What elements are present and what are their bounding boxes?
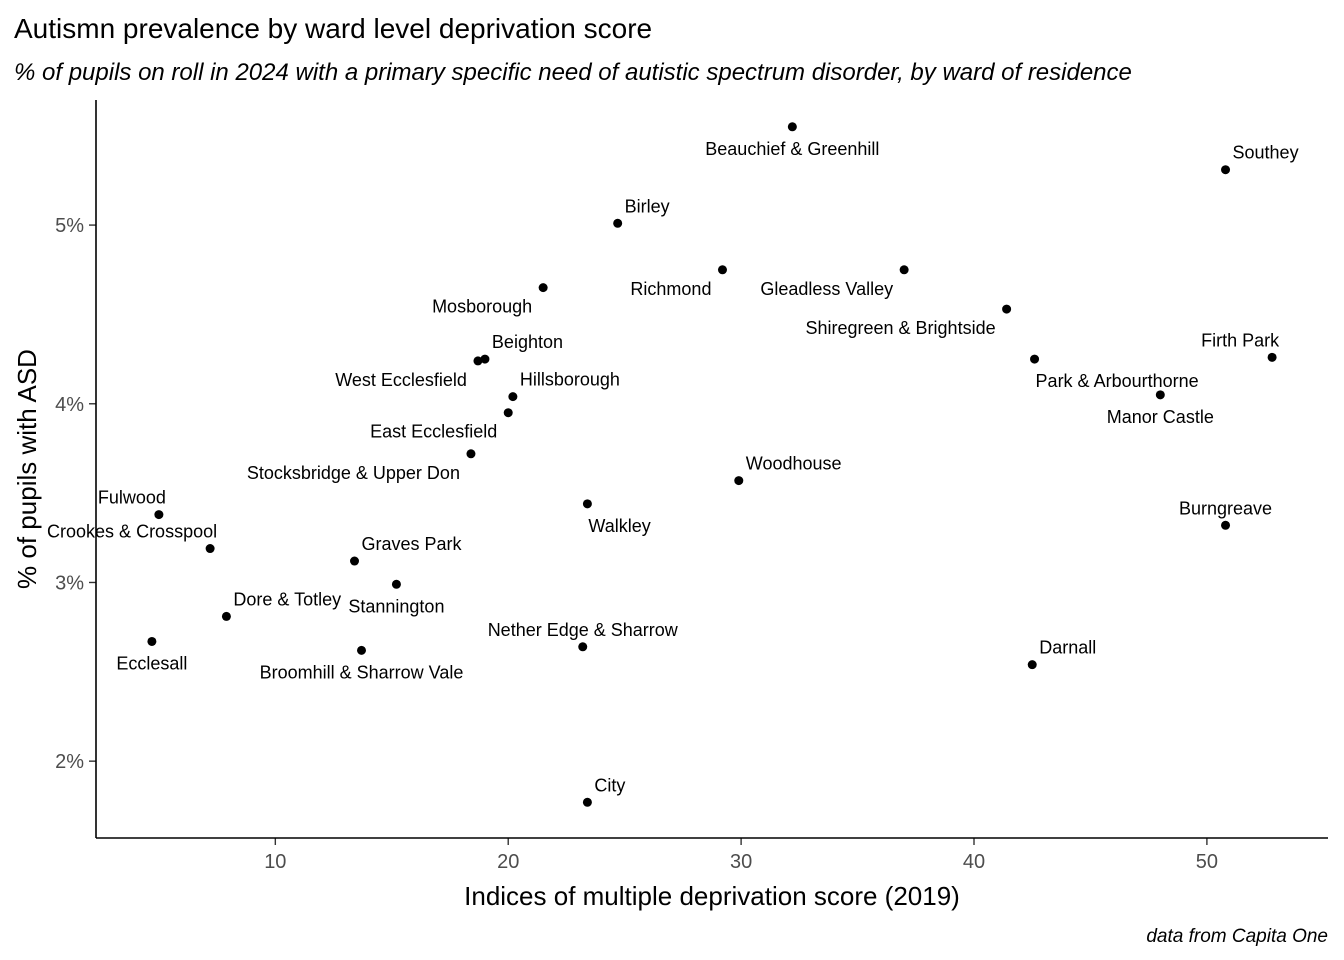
data-point [473, 356, 483, 366]
data-point [1030, 354, 1040, 364]
data-point [503, 408, 513, 418]
x-tick-label: 20 [497, 851, 519, 873]
point-label: Stocksbridge & Upper Don [247, 463, 460, 483]
point-label: Stannington [348, 596, 444, 616]
chart-caption: data from Capita One [1146, 926, 1328, 947]
point-label: Birley [625, 196, 670, 216]
x-tick-label: 50 [1196, 851, 1218, 873]
point-label: Beauchief & Greenhill [705, 139, 879, 159]
point-labels: Beauchief & Greenhill Southey Birley Richmo… [47, 139, 1299, 795]
point-label: Ecclesall [116, 653, 187, 673]
point-label: Manor Castle [1107, 407, 1214, 427]
data-point [147, 636, 157, 646]
data-point [391, 579, 401, 589]
point-label: Richmond [630, 279, 711, 299]
data-point [1002, 304, 1012, 314]
point-label: Beighton [492, 332, 563, 352]
data-point [221, 611, 231, 621]
data-point [1267, 352, 1277, 362]
data-points [147, 122, 1277, 807]
y-tick-label: 5% [55, 215, 84, 237]
data-point [717, 265, 727, 275]
point-label: Southey [1233, 143, 1299, 163]
data-point [1027, 660, 1037, 670]
x-tick-label: 30 [730, 851, 752, 873]
point-label: Burngreave [1179, 498, 1272, 518]
chart-subtitle: % of pupils on roll in 2024 with a prima… [14, 59, 1132, 86]
point-label: Darnall [1039, 638, 1096, 658]
data-point [480, 354, 490, 364]
point-label: Shiregreen & Brightside [805, 318, 995, 338]
data-point [205, 544, 215, 554]
data-point [787, 122, 797, 132]
y-tick-label: 3% [55, 572, 84, 594]
point-label: Graves Park [362, 534, 463, 554]
data-point [154, 510, 164, 520]
data-point [538, 283, 548, 293]
data-point [578, 642, 588, 652]
point-label: City [594, 775, 625, 795]
data-point [582, 499, 592, 509]
point-label: Nether Edge & Sharrow [488, 620, 679, 640]
point-label: Woodhouse [746, 454, 842, 474]
x-tick-label: 10 [264, 851, 286, 873]
point-label: Gleadless Valley [760, 279, 893, 299]
data-point [508, 392, 518, 402]
data-point [1221, 520, 1231, 530]
y-tick-label: 2% [55, 751, 84, 773]
point-label: Hillsborough [520, 370, 620, 390]
data-point [1221, 165, 1231, 175]
x-axis-title: Indices of multiple deprivation score (2… [464, 881, 960, 911]
point-label: Fulwood [98, 488, 166, 508]
data-point [1155, 390, 1165, 400]
data-point [734, 476, 744, 486]
point-label: Firth Park [1201, 330, 1280, 350]
x-tick-label: 40 [963, 851, 985, 873]
y-axis-ticks: 2% 3% 4% 5% [55, 215, 96, 773]
x-axis-ticks: 10 20 30 40 50 [264, 838, 1218, 873]
data-point [350, 556, 360, 566]
point-label: Dore & Totley [233, 589, 341, 609]
y-tick-label: 4% [55, 394, 84, 416]
data-point [899, 265, 909, 275]
point-label: Walkley [588, 516, 650, 536]
point-label: East Ecclesfield [370, 422, 497, 442]
point-label: Mosborough [432, 297, 532, 317]
data-point [613, 218, 623, 228]
point-label: Park & Arbourthorne [1036, 371, 1199, 391]
chart-title: Autismn prevalence by ward level depriva… [14, 13, 652, 44]
point-label: Broomhill & Sharrow Vale [260, 662, 464, 682]
y-axis-title: % of pupils with ASD [12, 349, 42, 589]
data-point [466, 449, 476, 459]
data-point [582, 797, 592, 807]
data-point [356, 645, 366, 655]
point-label: Crookes & Crosspool [47, 522, 217, 542]
point-label: West Ecclesfield [335, 370, 467, 390]
